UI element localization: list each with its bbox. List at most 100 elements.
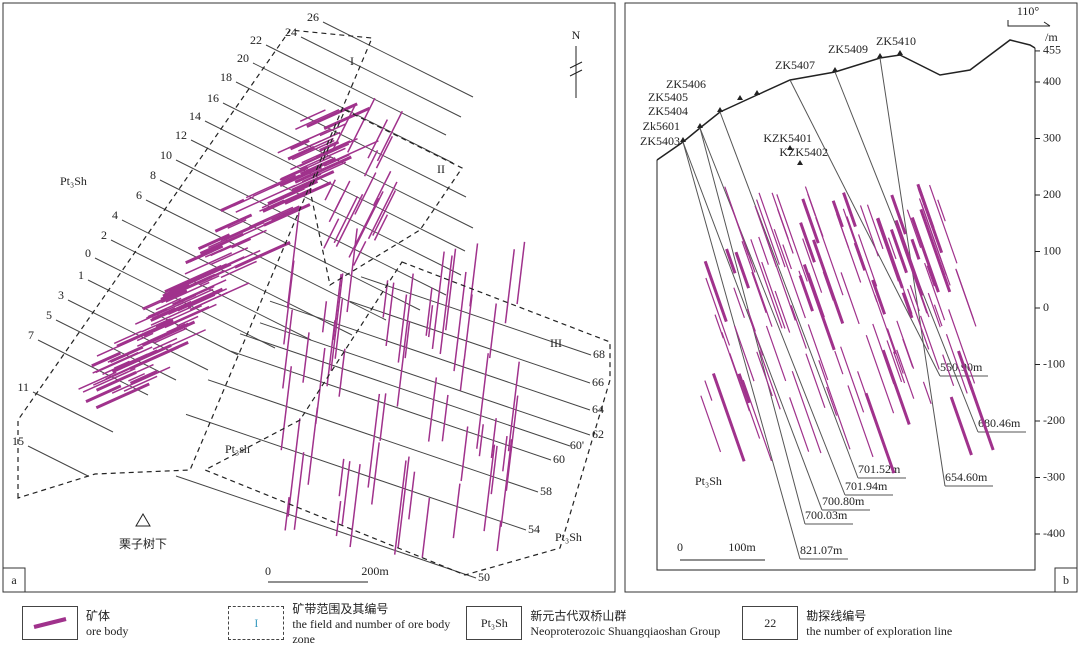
exploration-line-number: 58 (540, 484, 552, 498)
ore-body (452, 483, 461, 539)
ore-body (372, 190, 397, 236)
ore-body (338, 458, 345, 497)
ore-body (334, 298, 344, 359)
ore-body (901, 292, 914, 319)
ore-body (283, 260, 295, 345)
ore-body (397, 294, 408, 363)
ore-body (330, 273, 344, 371)
ore-body (82, 367, 136, 393)
ore-body (332, 274, 342, 340)
exploration-line (32, 391, 114, 433)
north-label: N (572, 28, 581, 42)
ore-body (349, 464, 361, 548)
ore-body (294, 155, 352, 184)
exploration-line-number: 11 (17, 380, 29, 394)
ore-body (807, 193, 817, 217)
ore-body (859, 205, 879, 257)
scale-label: 100m (728, 540, 756, 554)
ore-body (488, 303, 497, 359)
ore-body (439, 255, 453, 355)
ore-body (214, 213, 253, 233)
ore-body (773, 228, 806, 319)
exploration-line (159, 179, 421, 311)
ore-body (142, 297, 166, 310)
ore-body (321, 301, 328, 333)
ore-body (367, 181, 398, 240)
ore-body (302, 332, 310, 383)
ore-body (184, 252, 233, 275)
exploration-line-number: 1 (78, 268, 84, 282)
ore-body (189, 263, 241, 288)
ore-body (333, 196, 359, 244)
exploration-line-number: 7 (28, 328, 34, 342)
ore-body (271, 205, 302, 221)
ore-body (331, 103, 357, 152)
topography (656, 39, 1036, 161)
ore-body (705, 277, 731, 346)
ore-body (287, 145, 315, 161)
ore-body (220, 198, 245, 212)
ore-body (393, 460, 407, 555)
ore-body (789, 397, 810, 452)
ore-body (737, 373, 751, 404)
ore-body (866, 204, 884, 250)
drillhole-label: KZK5401 (763, 131, 812, 145)
ore-body (887, 237, 897, 260)
ore-body (248, 206, 294, 228)
ore-body (847, 385, 874, 458)
ore-body (733, 287, 745, 319)
ore-body (136, 332, 154, 342)
exploration-line-number: 16 (207, 91, 219, 105)
ore-body (776, 194, 808, 282)
ore-body (335, 500, 342, 537)
formation-label: Pt₃Sh (695, 474, 722, 488)
legend-zh: 矿体 (86, 609, 111, 623)
ore-body (749, 318, 764, 356)
ore-body (955, 269, 975, 320)
ore-body (812, 239, 845, 324)
legend-en: ore body (86, 624, 129, 638)
collar (897, 50, 903, 55)
drillhole-label: ZK5404 (648, 104, 688, 118)
ore-body (143, 320, 175, 337)
ore-body (942, 354, 955, 386)
exploration-line (239, 333, 571, 447)
ore-body (199, 275, 220, 286)
ore-body (376, 110, 403, 162)
elevation-label: 100 (1043, 243, 1061, 257)
ore-body (765, 325, 787, 382)
exploration-line (259, 322, 591, 436)
scale-label: 200m (361, 564, 389, 578)
ore-body (91, 351, 122, 368)
ore-body (150, 306, 192, 326)
legend-symbol: I (228, 606, 285, 640)
ore-body (301, 140, 351, 164)
drillhole-label: ZK5406 (666, 77, 706, 91)
collar (697, 123, 703, 128)
collar (877, 53, 883, 58)
ore-body (933, 304, 943, 327)
ore-body (751, 271, 767, 314)
ore-body (324, 179, 336, 201)
ore-body (197, 233, 231, 251)
ore-body (441, 394, 449, 442)
ore-body (917, 187, 944, 254)
exploration-line-number: 54 (528, 522, 540, 536)
ore-body (427, 377, 438, 442)
ore-body (798, 274, 814, 312)
ore-body (957, 350, 974, 390)
ore-body (379, 393, 387, 441)
ore-body (354, 172, 377, 215)
ore-body (145, 322, 193, 345)
legend-item: Pt₃Sh 新元古代双桥山群 Neoproterozoic Shuangqiaos… (452, 596, 720, 650)
ore-body (141, 318, 171, 333)
ore-body (700, 395, 722, 453)
legend-symbol: Pt₃Sh (466, 606, 523, 640)
ore-body (354, 191, 384, 249)
legend-en: the number of exploration line (806, 624, 953, 638)
ore-body (703, 260, 728, 323)
ore-body (251, 205, 300, 229)
ore-body (865, 334, 895, 414)
elevation-label: -100 (1043, 356, 1065, 370)
panel-label: b (1063, 573, 1069, 587)
